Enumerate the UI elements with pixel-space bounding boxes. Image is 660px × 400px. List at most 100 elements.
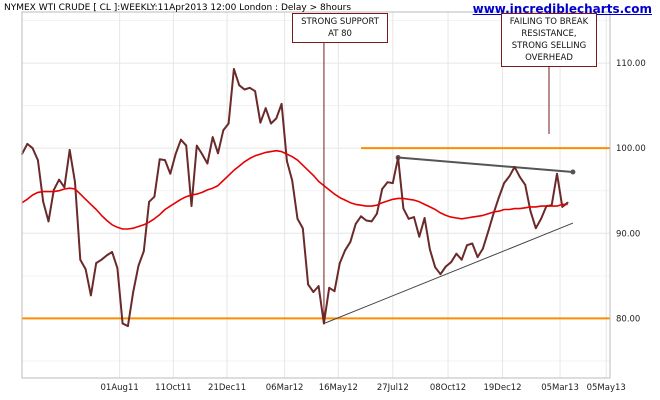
price-point	[201, 153, 204, 156]
price-point	[158, 158, 161, 161]
price-point	[42, 200, 45, 203]
rising-trendline	[323, 222, 574, 324]
price-point	[89, 294, 92, 297]
price-point	[291, 179, 294, 182]
price-point	[466, 244, 468, 247]
price-point	[280, 103, 283, 105]
price-point	[195, 144, 198, 147]
chart-title: NYMEX WTI CRUDE [ CL ]:WEEKLY:11Apr2013 …	[4, 3, 352, 13]
price-point	[519, 176, 521, 179]
price-point	[338, 262, 341, 264]
x-tick-label: 11Oct11	[155, 383, 191, 393]
price-point	[360, 215, 362, 218]
price-point	[391, 182, 394, 184]
price-point	[434, 266, 437, 269]
price-point	[74, 181, 76, 184]
annotation-resistance-line-3: STRONG SELLING	[511, 41, 587, 51]
price-point	[285, 160, 288, 162]
annotation-support-box: STRONG SUPPORT AT 80	[292, 13, 388, 43]
price-point	[413, 216, 415, 219]
price-point	[26, 143, 29, 145]
price-point	[307, 283, 309, 286]
price-point	[455, 252, 458, 255]
x-tick-label: 16May12	[319, 383, 358, 393]
price-point	[317, 285, 320, 287]
price-point	[31, 147, 34, 150]
price-point	[248, 86, 251, 89]
price-point	[503, 182, 505, 184]
y-tick-label: 90.00	[616, 229, 640, 239]
price-point	[174, 153, 177, 156]
price-point	[264, 107, 267, 110]
price-point	[418, 235, 421, 238]
price-point	[270, 122, 272, 125]
price-point	[232, 68, 235, 70]
price-point	[561, 206, 564, 208]
x-tick-label: 21Dec11	[208, 383, 246, 393]
price-point	[513, 166, 516, 168]
price-point	[275, 117, 278, 120]
price-point	[95, 262, 98, 264]
price-point	[79, 258, 82, 261]
plot-frame	[21, 11, 611, 379]
price-point	[471, 242, 474, 245]
annotation-pointers-layer	[323, 43, 550, 324]
price-point	[402, 207, 405, 210]
site-link[interactable]: www.incrediblecharts.com	[472, 2, 652, 16]
price-point	[153, 195, 156, 198]
price-point	[111, 251, 113, 253]
horizontal-lines-layer	[22, 147, 610, 320]
price-point	[460, 258, 463, 261]
price-point	[105, 254, 108, 257]
price-point	[164, 159, 166, 162]
moving-average-line	[21, 149, 568, 230]
price-point	[301, 227, 304, 230]
trendlines-layer	[323, 155, 576, 324]
price-point	[444, 265, 447, 268]
trendline-anchor-end	[570, 169, 576, 175]
price-point	[127, 325, 129, 327]
price-point	[487, 230, 490, 233]
price-point	[227, 122, 230, 125]
price-point	[439, 273, 442, 276]
price-point	[407, 217, 410, 220]
price-point	[84, 268, 87, 270]
price-line	[21, 68, 569, 328]
price-point	[397, 156, 400, 159]
price-point	[376, 212, 378, 215]
annotation-support-line-2: AT 80	[328, 29, 352, 39]
y-tick-label: 100.00	[616, 144, 646, 154]
x-tick-label: 06Mar12	[266, 383, 304, 393]
price-point	[63, 186, 66, 189]
price-point	[47, 220, 50, 223]
price-point	[180, 138, 182, 141]
price-point	[344, 249, 347, 252]
price-point	[169, 172, 172, 175]
price-point	[243, 88, 246, 91]
price-point	[148, 200, 151, 203]
price-point	[222, 129, 225, 132]
price-point	[556, 172, 558, 175]
price-point	[386, 181, 389, 184]
price-point	[68, 148, 71, 151]
y-tick-label: 80.00	[616, 314, 640, 324]
price-point	[190, 205, 193, 207]
price-point	[476, 256, 479, 259]
price-point	[540, 217, 543, 220]
price-point	[354, 223, 357, 225]
price-point	[365, 219, 368, 222]
price-point	[52, 188, 55, 191]
price-point	[508, 175, 511, 178]
price-point	[423, 217, 426, 219]
price-point	[328, 286, 331, 289]
x-tick-label: 05Mar13	[541, 383, 579, 393]
y-tick-label: 110.00	[616, 59, 646, 69]
annotation-resistance-line-2: RESISTANCE,	[521, 29, 577, 39]
x-tick-label: 08Oct12	[430, 383, 466, 393]
price-point	[36, 159, 39, 162]
price-point	[481, 247, 484, 250]
price-point	[100, 258, 103, 261]
price-point	[116, 267, 119, 270]
price-point	[296, 217, 299, 220]
